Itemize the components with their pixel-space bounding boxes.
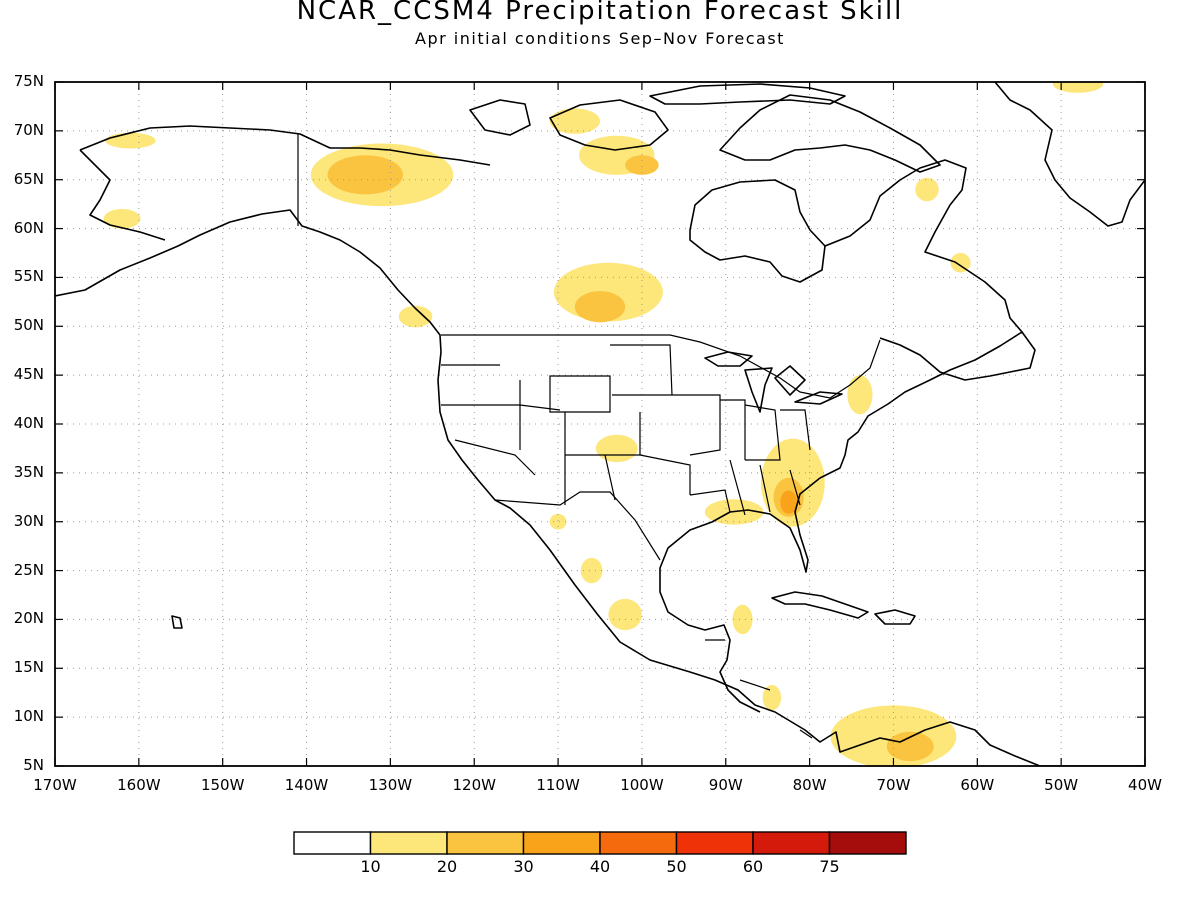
lon-label: 150W: [200, 776, 245, 794]
colorbar-swatch: [293, 831, 372, 855]
skill-region-1: [549, 108, 600, 134]
coastlines: [55, 82, 1145, 766]
coastline-greenland: [994, 82, 1145, 227]
lat-label: 15N: [13, 658, 44, 677]
coastline-north-america: [55, 209, 1145, 766]
skill-region-19: [549, 513, 567, 530]
coastline-banks-island: [469, 99, 531, 136]
skill-region-16: [915, 177, 939, 202]
lat-label: 70N: [13, 120, 44, 139]
colorbar-swatch: [522, 831, 601, 855]
colorbar-label: 10: [360, 857, 381, 876]
skill-region-13: [580, 557, 603, 584]
lon-label: 120W: [452, 776, 496, 794]
border-us-mexico: [494, 491, 661, 561]
map-frame: [54, 81, 1146, 767]
lat-label: 40N: [13, 414, 44, 432]
skill-region-4: [103, 209, 141, 229]
colorbar-label: 40: [589, 857, 611, 876]
coastline-baffin-island: [719, 94, 941, 173]
lat-label: 5N: [23, 756, 44, 774]
border-states-grid: [441, 344, 811, 516]
lat-label: 20N: [13, 609, 44, 628]
colorbar-swatch: [828, 831, 907, 855]
lat-label: 55N: [13, 267, 44, 286]
lon-label: 80W: [792, 776, 827, 794]
coastline-ellesmere-island: [649, 83, 846, 105]
colorbar-swatch: [752, 831, 831, 855]
map-subtitle: Apr initial conditions Sep–Nov Forecast: [415, 29, 785, 48]
colorbar-swatch: [599, 831, 678, 855]
lat-label: 30N: [13, 511, 44, 530]
skill-region-5: [105, 132, 156, 149]
map-title: NCAR_CCSM4 Precipitation Forecast Skill: [296, 0, 904, 26]
colorbar-swatch: [369, 831, 448, 855]
skill-region-6: [398, 305, 433, 328]
lat-label: 65N: [13, 169, 44, 188]
axis-ticks: [54, 81, 1146, 767]
lon-label: 60W: [960, 776, 995, 794]
skill-region-20: [327, 155, 403, 195]
skill-region-12: [847, 375, 873, 415]
lat-label: 60N: [13, 218, 44, 237]
lat-label: 50N: [13, 316, 44, 335]
skill-region-15: [762, 684, 782, 711]
colorbar: [293, 831, 907, 855]
lat-label: 10N: [13, 707, 44, 726]
coastline-hispaniola: [874, 609, 916, 625]
lon-label: 90W: [708, 776, 743, 794]
colorbar-label: 50: [666, 857, 687, 876]
political-borders: [297, 134, 881, 739]
skill-region-10: [595, 434, 638, 463]
lat-label: 35N: [13, 462, 44, 481]
skill-region-17: [950, 253, 971, 273]
lat-label: 45N: [13, 365, 44, 384]
coastline-labrador: [824, 159, 1023, 333]
coastline-hudson-bay: [689, 179, 826, 283]
border-central-america: [705, 639, 813, 739]
lon-label: 50W: [1044, 776, 1079, 794]
lon-label: 100W: [620, 776, 664, 794]
lat-label: 25N: [13, 560, 44, 579]
coastline-hawaii: [171, 615, 183, 629]
skill-region-21: [625, 155, 659, 175]
coastline-victoria-island: [549, 99, 669, 151]
lat-label: 75N: [13, 72, 44, 90]
colorbar-swatch: [446, 831, 525, 855]
lon-label: 140W: [284, 776, 329, 794]
gridlines: [55, 82, 1145, 766]
skill-region-24: [886, 731, 934, 762]
skill-region-14: [732, 604, 753, 635]
coastline-alaska-north: [79, 125, 491, 166]
skill-region-22: [574, 291, 626, 323]
colorbar-label: 30: [513, 857, 534, 876]
skill-region-18: [1052, 82, 1104, 93]
colorbar-swatch: [675, 831, 754, 855]
lon-label: 170W: [33, 776, 77, 794]
skill-region-25: [780, 490, 798, 514]
colorbar-label: 75: [819, 857, 840, 876]
lon-label: 160W: [117, 776, 161, 794]
lon-label: 130W: [368, 776, 413, 794]
coastline-gulf-atlantic: [659, 331, 1036, 713]
colorbar-label: 60: [742, 857, 764, 876]
lon-label: 110W: [536, 776, 580, 794]
colorbar-label: 20: [436, 857, 458, 876]
lon-label: 70W: [876, 776, 911, 794]
skill-shading-layer: [103, 82, 1104, 766]
coastline-great-lakes: [704, 351, 843, 413]
lon-label: 40W: [1128, 776, 1162, 794]
coastline-cuba: [771, 591, 869, 619]
skill-region-11: [608, 598, 642, 631]
border-us-canada: [441, 334, 881, 399]
coastline-alaska-west: [79, 149, 166, 241]
